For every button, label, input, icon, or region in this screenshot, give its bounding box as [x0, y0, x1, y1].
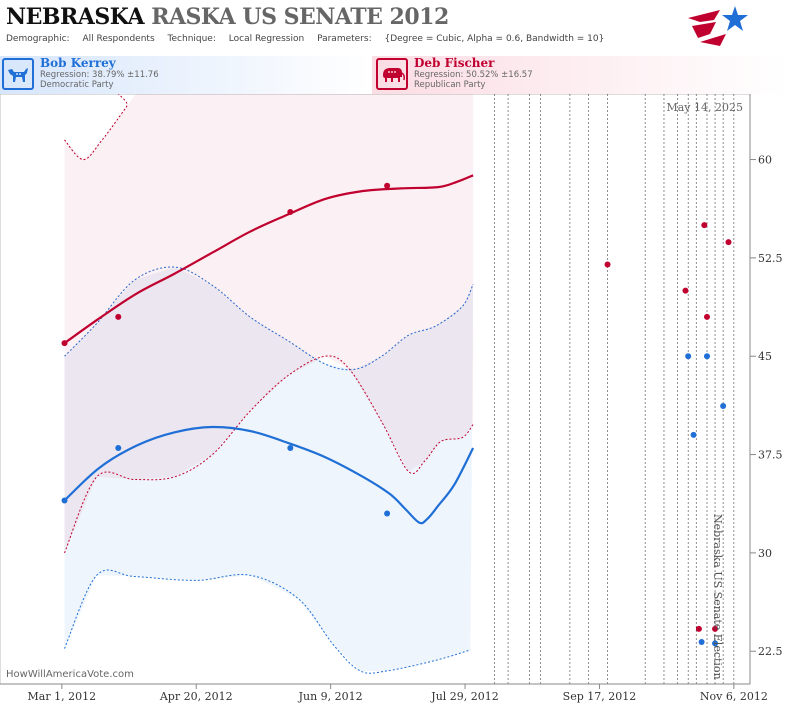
x-tick-label: Apr 20, 2012	[159, 690, 233, 703]
chart-title: NEBRASKA RASKA US SENATE 2012	[6, 4, 449, 30]
poll-point	[725, 239, 732, 246]
poll-point	[720, 403, 727, 410]
candidate-banner	[0, 56, 789, 94]
confidence-band	[64, 94, 474, 553]
candidate-name: Deb Fischer	[414, 56, 495, 70]
poll-point	[287, 445, 294, 451]
candidate-regression: Regression: 50.52% ±16.57	[414, 70, 533, 80]
elephant-icon	[376, 58, 408, 90]
y-tick-label: 52.5	[758, 252, 783, 265]
poll-point	[61, 340, 68, 347]
poll-point	[61, 497, 68, 504]
plot-area	[0, 94, 751, 685]
x-tick-label: Jun 9, 2012	[298, 690, 363, 703]
chart-date: May 14, 2025	[666, 101, 743, 114]
x-tick-label: Mar 1, 2012	[28, 690, 97, 703]
candidate-regression: Regression: 38.79% ±11.76	[40, 70, 159, 80]
poll-point	[695, 625, 702, 632]
candidate-name: Bob Kerrey	[40, 56, 116, 70]
parameters-label: Parameters:	[317, 34, 372, 44]
title-state: NEBRASKA	[6, 4, 145, 30]
x-tick-label: Sep 17, 2012	[563, 690, 637, 703]
y-tick-label: 45	[758, 350, 772, 363]
candidate-kerrey[interactable]: Bob Kerrey Regression: 38.79% ±11.76 Dem…	[0, 56, 370, 94]
axes: 22.5 30 37.5 45 52.5 60 Mar 1, 2012 Apr 20, 201…	[0, 94, 783, 703]
y-tick-label: 60	[758, 154, 772, 167]
x-tick-label: Jul 29, 2012	[430, 690, 499, 703]
poll-point	[685, 353, 692, 360]
title-rest: RASKA US SENATE 2012	[151, 4, 449, 30]
y-tick-label: 30	[758, 547, 772, 560]
poll-point	[287, 209, 294, 215]
poll-point	[384, 510, 391, 517]
poll-point	[703, 313, 710, 320]
demographic-value: All Respondents	[82, 34, 155, 44]
confidence-bands	[64, 94, 474, 674]
parameters-value: {Degree = Cubic, Alpha = 0.6, Bandwidth …	[384, 34, 605, 44]
poll-point	[115, 445, 122, 451]
lower-bound-line	[64, 569, 471, 674]
chart-side-label: Nebraska US Senate Election	[711, 514, 724, 680]
trend-line	[63, 174, 474, 344]
poll-point	[712, 640, 719, 647]
site-logo-icon	[688, 6, 748, 46]
y-tick-label: 22.5	[758, 645, 783, 658]
chart-header: NEBRASKA RASKA US SENATE 2012 Demographi…	[0, 0, 789, 56]
poll-point	[698, 639, 705, 646]
candidate-fischer[interactable]: Deb Fischer Regression: 50.52% ±16.57 Re…	[374, 56, 774, 94]
donkey-icon	[2, 58, 34, 90]
candidate-party: Democratic Party	[40, 80, 114, 90]
poll-point	[690, 431, 697, 438]
poll-point	[115, 313, 122, 320]
technique-value: Local Regression	[228, 34, 305, 44]
trend-lines	[63, 174, 475, 525]
chart-parameters: Demographic: All Respondents Technique: …	[6, 34, 614, 44]
poll-points	[61, 182, 732, 647]
poll-point	[604, 261, 611, 268]
demographic-label: Demographic:	[6, 34, 70, 44]
poll-chart: 22.5 30 37.5 45 52.5 60 Mar 1, 2012 Apr 20, 201…	[0, 94, 783, 703]
candidate-party: Republican Party	[414, 80, 486, 90]
watermark: HowWillAmericaVote.com	[6, 669, 134, 680]
upper-bound-line	[64, 266, 474, 371]
poll-point	[712, 625, 719, 632]
confidence-band	[64, 267, 474, 671]
technique-label: Technique:	[167, 34, 216, 44]
x-tick-label: Nov 6, 2012	[700, 690, 768, 703]
chart-background	[0, 94, 751, 685]
trend-line	[63, 425, 475, 525]
poll-point	[701, 222, 708, 229]
poll-point	[682, 287, 689, 294]
poll-point	[703, 353, 710, 360]
poll-point	[384, 182, 391, 189]
y-tick-label: 37.5	[758, 449, 783, 462]
